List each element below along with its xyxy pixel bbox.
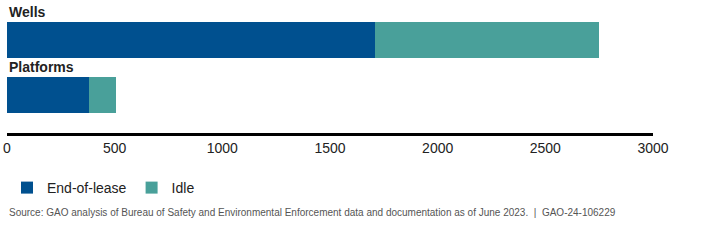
svg-text:0: 0 <box>3 140 11 156</box>
svg-text:End-of-lease: End-of-lease <box>47 180 127 196</box>
svg-text:Source: GAO analysis of Bureau: Source: GAO analysis of Bureau of Safety… <box>9 207 616 218</box>
svg-text:3000: 3000 <box>637 140 668 156</box>
svg-text:2500: 2500 <box>530 140 561 156</box>
svg-text:Idle: Idle <box>172 180 195 196</box>
svg-text:1000: 1000 <box>207 140 238 156</box>
svg-text:Wells: Wells <box>9 4 46 20</box>
svg-text:500: 500 <box>103 140 127 156</box>
svg-text:1500: 1500 <box>314 140 345 156</box>
svg-text:Platforms: Platforms <box>9 59 74 75</box>
svg-text:2000: 2000 <box>422 140 453 156</box>
